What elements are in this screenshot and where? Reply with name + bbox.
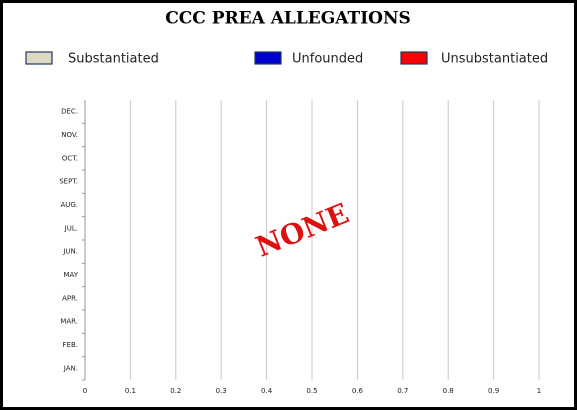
y-tick-label: JUL.: [64, 224, 78, 232]
x-tick-label: 0.2: [170, 387, 181, 395]
legend-label: Unfounded: [292, 52, 363, 67]
y-tick-label: FEB.: [63, 341, 78, 349]
y-tick-label: MAR.: [60, 318, 78, 326]
y-tick-label: DEC.: [61, 108, 78, 116]
x-tick-label: 0.3: [216, 387, 227, 395]
x-tick-label: 1: [537, 387, 541, 395]
x-tick-label: 0.4: [261, 387, 273, 395]
legend-label: Substantiated: [68, 52, 159, 67]
y-tick-label: JUN.: [62, 248, 78, 256]
x-tick-label: 0.6: [352, 387, 364, 395]
x-tick-label: 0.1: [125, 387, 136, 395]
x-tick-label: 0.8: [443, 387, 454, 395]
y-tick-label: APR.: [62, 294, 78, 302]
y-tick-label: AUG.: [60, 201, 78, 209]
x-tick-label: 0: [83, 387, 87, 395]
legend-swatch: [254, 51, 282, 65]
legend-swatch: [400, 51, 428, 65]
y-tick-label: NOV.: [61, 131, 78, 139]
x-tick-label: 0.5: [306, 387, 317, 395]
x-tick-label: 0.9: [488, 387, 499, 395]
y-tick-label: OCT.: [62, 154, 78, 162]
y-tick-label: JAN.: [63, 364, 78, 372]
chart-title: CCC PREA ALLEGATIONS: [165, 9, 411, 29]
y-tick-label: MAY: [63, 271, 78, 279]
legend-label: Unsubstantiated: [441, 52, 548, 67]
legend-swatch: [25, 51, 53, 65]
x-tick-label: 0.7: [397, 387, 408, 395]
y-tick-label: SEPT.: [59, 178, 78, 186]
